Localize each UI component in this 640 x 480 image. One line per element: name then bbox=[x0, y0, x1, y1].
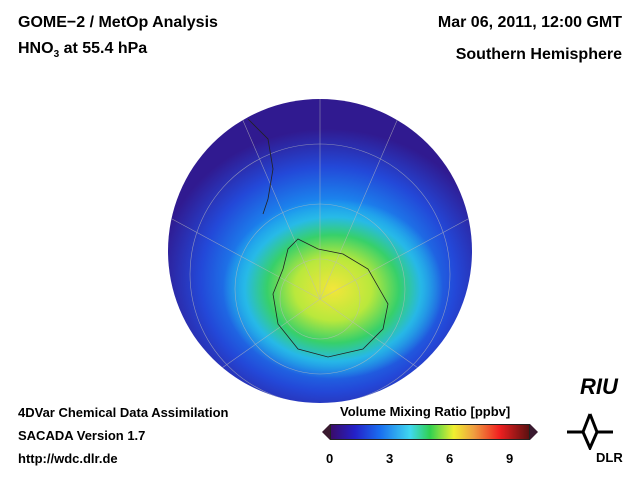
antarctica-coastline bbox=[272, 238, 389, 358]
colorbar-title: Volume Mixing Ratio [ppbv] bbox=[340, 404, 511, 419]
datetime: Mar 06, 2011, 12:00 GMT bbox=[437, 14, 622, 31]
graticule bbox=[171, 99, 469, 403]
product-title: GOME−2 / MetOp Analysis bbox=[18, 14, 218, 31]
hemisphere-map bbox=[168, 99, 472, 403]
south-america-coastline bbox=[247, 118, 274, 215]
colorbar-tick: 0 bbox=[326, 451, 334, 466]
colorbar-max-arrow bbox=[530, 424, 538, 440]
footer-url[interactable]: http://wdc.dlr.de bbox=[18, 451, 118, 466]
colorbar bbox=[330, 424, 530, 440]
region: Southern Hemisphere bbox=[455, 46, 622, 63]
colorbar-tick: 6 bbox=[446, 451, 454, 466]
species: HNO bbox=[18, 40, 54, 57]
colorbar-min-arrow bbox=[322, 424, 330, 440]
dlr-logo-text: DLR bbox=[596, 450, 623, 465]
colorbar-tick: 3 bbox=[386, 451, 394, 466]
footer-line1: 4DVar Chemical Data Assimilation bbox=[18, 405, 229, 420]
dlr-logo-icon bbox=[567, 413, 613, 450]
level: at 55.4 hPa bbox=[59, 40, 148, 57]
species-subscript: 3 bbox=[53, 49, 60, 61]
species-level: HNO3 at 55.4 hPa bbox=[18, 40, 147, 60]
footer-line2: SACADA Version 1.7 bbox=[18, 428, 146, 443]
colorbar-tick: 9 bbox=[506, 451, 514, 466]
riu-logo: RIU bbox=[580, 374, 618, 399]
